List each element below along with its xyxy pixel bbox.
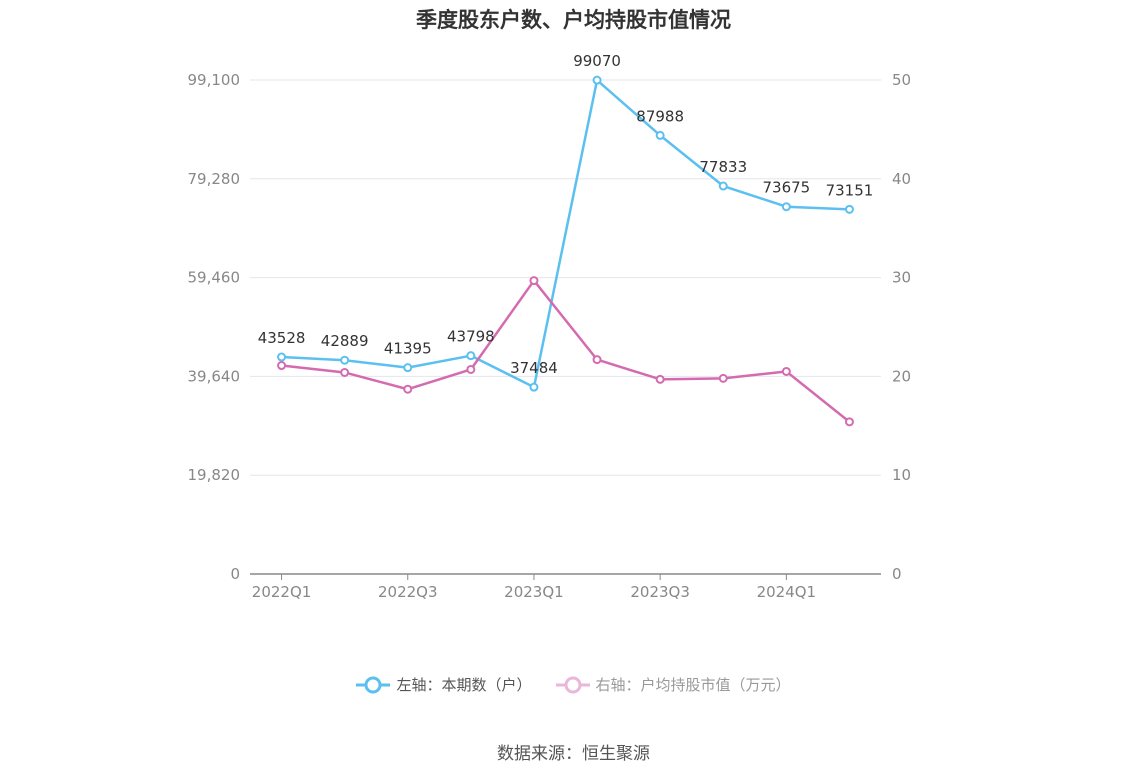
legend-item-left-series[interactable]: 左轴：本期数（户）	[356, 674, 532, 695]
data-point-avg-market-value	[403, 384, 413, 394]
data-point-avg-market-value	[340, 367, 350, 377]
data-point-shareholders	[277, 352, 287, 362]
data-label: 87988	[636, 107, 684, 125]
data-label: 41395	[384, 340, 432, 358]
right-axis-tick-label: 30	[892, 269, 911, 287]
legend-line-circle-icon	[356, 676, 391, 693]
legend-item-right-series[interactable]: 右轴：户均持股市值（万元）	[555, 674, 791, 695]
data-point-avg-market-value	[655, 374, 665, 384]
data-point-shareholders	[781, 202, 791, 212]
data-label: 42889	[321, 332, 369, 350]
legend: 左轴：本期数（户） 右轴：户均持股市值（万元）	[0, 674, 1147, 695]
data-label: 37484	[510, 359, 558, 377]
data-label: 99070	[573, 52, 621, 70]
data-point-avg-market-value	[718, 373, 728, 383]
axis-layer: 0 0 19,820 10 39,640 20 59,460 30 79,280 40 99,100…	[188, 71, 912, 601]
legend-line-circle-icon	[555, 676, 590, 693]
data-point-shareholders	[844, 204, 854, 214]
grid-layer	[250, 79, 881, 476]
data-label: 43528	[258, 329, 306, 347]
data-point-shareholders	[718, 181, 728, 191]
data-point-shareholders	[655, 130, 665, 140]
x-axis-tick-label: 2024Q1	[757, 583, 817, 601]
data-point-shareholders	[592, 75, 602, 85]
x-axis-tick-label: 2023Q1	[504, 583, 564, 601]
left-axis-tick-label: 59,460	[188, 269, 241, 287]
data-point-avg-market-value	[781, 366, 791, 376]
data-label-layer: 43528 42889 41395 43798 37484 99070 87988 77833…	[258, 52, 874, 377]
data-label: 73675	[762, 179, 810, 197]
legend-label-right-series: 右轴：户均持股市值（万元）	[595, 676, 791, 694]
series-line-shareholders	[281, 78, 850, 389]
right-axis-tick-label: 50	[892, 71, 911, 89]
data-label: 43798	[447, 328, 495, 346]
data-source: 数据来源：恒生聚源	[497, 744, 650, 764]
left-axis-tick-label: 99,100	[188, 71, 241, 89]
data-point-shareholders	[403, 363, 413, 373]
x-axis-tick-label: 2023Q3	[630, 583, 690, 601]
left-axis-tick-label: 79,280	[188, 170, 241, 188]
line-chart: 0 0 19,820 10 39,640 20 59,460 30 79,280 40 99,100…	[188, 52, 912, 601]
data-point-shareholders	[466, 351, 476, 361]
data-point-shareholders	[529, 382, 539, 392]
data-point-avg-market-value	[529, 276, 539, 286]
left-axis-tick-label: 39,640	[188, 367, 241, 385]
legend-label-left-series: 左轴：本期数（户）	[396, 676, 532, 694]
data-point-avg-market-value	[592, 355, 602, 365]
x-axis-tick-label: 2022Q3	[378, 583, 438, 601]
chart-title: 季度股东户数、户均持股市值情况	[416, 8, 731, 32]
data-point-shareholders	[340, 355, 350, 365]
left-axis-tick-label: 19,820	[188, 466, 241, 484]
right-axis-tick-label: 20	[892, 367, 911, 385]
left-axis-tick-label: 0	[230, 565, 240, 583]
data-point-avg-market-value	[277, 361, 287, 371]
right-axis-tick-label: 10	[892, 466, 911, 484]
right-axis-tick-label: 40	[892, 170, 911, 188]
x-axis-tick-label: 2022Q1	[252, 583, 312, 601]
data-label: 73151	[826, 181, 874, 199]
series-line-avg-market-value	[281, 279, 851, 423]
series-layer	[277, 75, 854, 427]
data-label: 77833	[699, 158, 747, 176]
data-point-avg-market-value	[466, 364, 476, 374]
data-point-avg-market-value	[844, 417, 854, 427]
right-axis-tick-label: 0	[892, 565, 902, 583]
